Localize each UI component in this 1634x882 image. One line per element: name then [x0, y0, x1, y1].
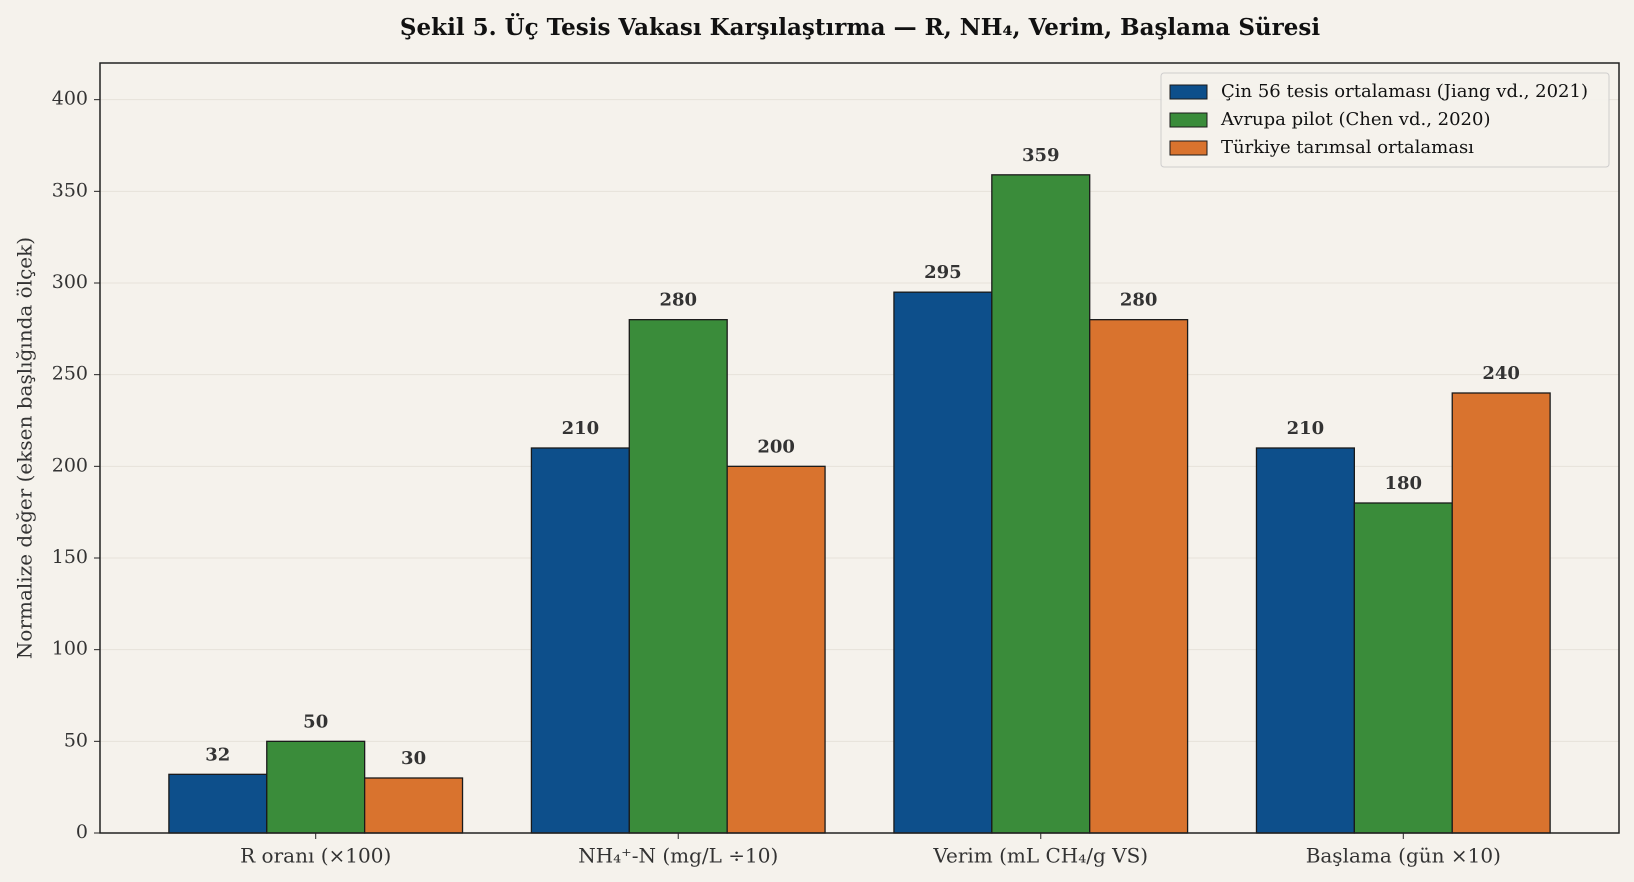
x-tick-label: Verim (mL CH₄/g VS)	[932, 844, 1148, 868]
x-tick-label: R oranı (×100)	[240, 844, 391, 868]
legend-label: Çin 56 tesis ortalaması (Jiang vd., 2021…	[1221, 81, 1588, 102]
y-tick-label: 400	[52, 88, 88, 110]
value-label: 200	[757, 436, 795, 457]
value-label: 359	[1022, 145, 1060, 166]
y-tick-label: 250	[52, 363, 88, 385]
plot-frame	[99, 62, 1620, 834]
y-axis-label: Normalize değer (eksen başlığında ölçek)	[13, 237, 37, 659]
x-tick-label: Başlama (gün ×10)	[1306, 844, 1501, 868]
legend-box	[1160, 72, 1610, 168]
bar	[363, 777, 464, 834]
chart-title: Şekil 5. Üç Tesis Vakası Karşılaştırma —…	[400, 13, 1320, 41]
y-tick-label: 150	[52, 546, 88, 568]
legend-swatch	[1169, 140, 1208, 156]
value-label: 180	[1385, 473, 1423, 494]
value-label: 50	[303, 711, 328, 732]
x-tick-label: NH₄⁺-N (mg/L ÷10)	[578, 844, 778, 868]
legend-swatch	[1169, 112, 1208, 128]
bar	[893, 291, 993, 834]
legend-swatch	[1169, 84, 1208, 100]
bar	[1255, 447, 1356, 834]
bar	[1089, 319, 1189, 834]
y-tick-label: 0	[76, 821, 88, 843]
value-label: 240	[1482, 363, 1520, 384]
legend-label: Avrupa pilot (Chen vd., 2020)	[1220, 109, 1490, 130]
bar	[266, 740, 366, 834]
value-label: 210	[562, 418, 600, 439]
y-tick-label: 300	[52, 271, 88, 293]
y-tick-label: 100	[52, 638, 88, 660]
value-label: 280	[1120, 290, 1158, 311]
bar	[726, 465, 826, 834]
y-tick-label: 350	[52, 179, 88, 201]
value-label: 295	[924, 262, 962, 283]
value-label: 210	[1287, 418, 1325, 439]
y-tick-label: 200	[52, 454, 88, 476]
y-tick-label: 50	[64, 729, 88, 751]
bar	[530, 447, 630, 834]
bar	[1353, 502, 1453, 834]
bar	[168, 773, 268, 834]
value-label: 30	[401, 748, 426, 769]
bar	[628, 319, 728, 834]
value-label: 32	[205, 744, 230, 765]
bar	[991, 174, 1091, 834]
bar	[1451, 392, 1551, 834]
value-label: 280	[659, 290, 697, 311]
legend-label: Türkiye tarımsal ortalaması	[1221, 137, 1474, 158]
